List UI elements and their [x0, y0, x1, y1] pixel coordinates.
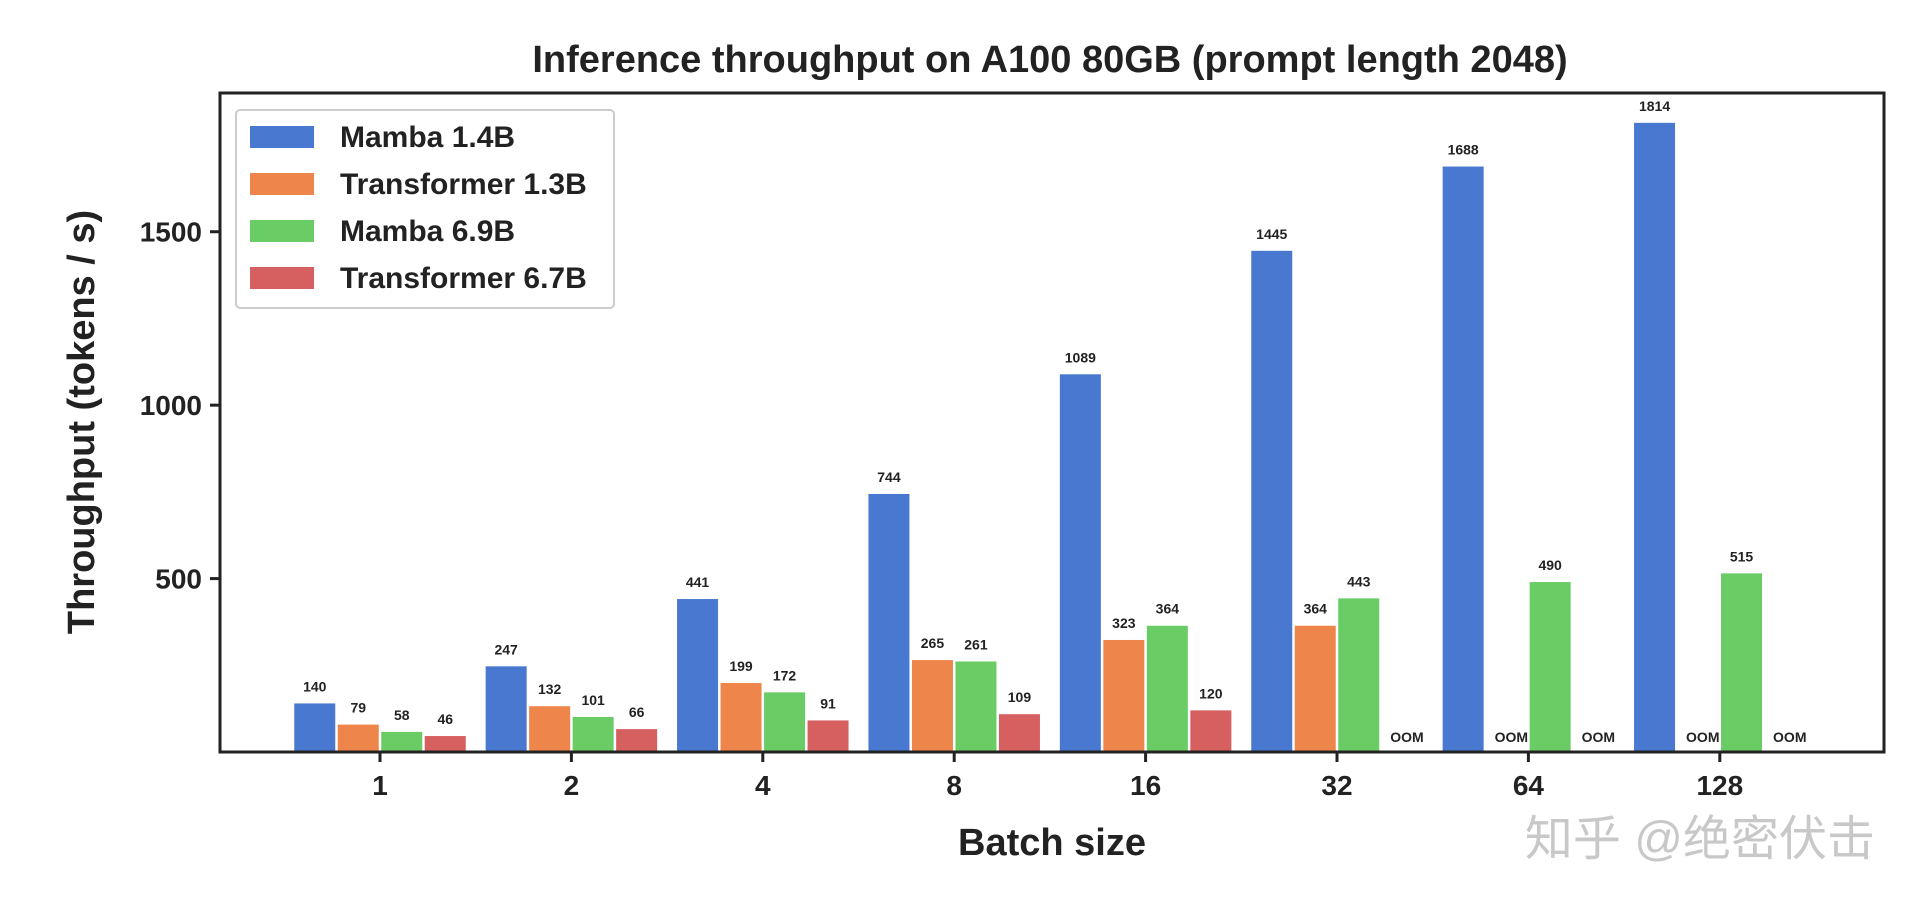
y-tick-label: 500: [155, 564, 202, 595]
legend-swatch: [250, 126, 314, 148]
bar-transformer-6-7b-1: [424, 736, 466, 752]
bar-transformer-1-3b-2: [529, 706, 571, 752]
data-label: 199: [729, 658, 753, 674]
data-label: 140: [303, 678, 327, 694]
bar-mamba-1-4b-8: [868, 493, 910, 752]
data-label: 132: [538, 681, 562, 697]
legend-swatch: [250, 173, 314, 195]
data-label: 1814: [1639, 98, 1670, 114]
data-label: 46: [437, 711, 453, 727]
data-label: 744: [877, 469, 901, 485]
data-label: 443: [1347, 573, 1371, 589]
bar-transformer-6-7b-2: [616, 729, 658, 752]
bar-mamba-1-4b-2: [485, 666, 527, 752]
x-tick-label: 16: [1130, 770, 1161, 801]
data-label: 58: [394, 707, 410, 723]
bar-transformer-1-3b-16: [1103, 639, 1145, 752]
data-label: 441: [686, 574, 710, 590]
bar-mamba-6-9b-4: [764, 692, 806, 752]
bar-mamba-6-9b-16: [1146, 625, 1188, 752]
bar-transformer-1-3b-1: [337, 724, 379, 752]
bar-mamba-1-4b-16: [1059, 374, 1101, 752]
data-label: 1089: [1065, 349, 1096, 365]
bar-transformer-1-3b-32: [1294, 625, 1336, 752]
plot-frame: [218, 91, 1886, 754]
x-tick-label: 2: [564, 770, 580, 801]
bar-transformer-6-7b-8: [998, 714, 1040, 752]
data-label: 323: [1112, 615, 1136, 631]
data-label: 109: [1008, 689, 1032, 705]
data-label: 261: [964, 636, 988, 652]
bar-mamba-1-4b-1: [294, 703, 336, 752]
legend-label: Mamba 6.9B: [340, 215, 515, 248]
legend-box: [235, 109, 615, 309]
bar-transformer-1-3b-8: [911, 660, 953, 752]
bar-mamba-6-9b-1: [381, 731, 423, 752]
bar-mamba-6-9b-64: [1529, 582, 1571, 752]
bar-transformer-6-7b-16: [1190, 710, 1232, 752]
bar-mamba-6-9b-128: [1721, 573, 1763, 752]
bar-mamba-6-9b-8: [955, 661, 997, 752]
oom-label: OOM: [1390, 729, 1423, 745]
bar-transformer-6-7b-4: [807, 720, 849, 752]
x-tick-label: 1: [372, 770, 388, 801]
x-tick-label: 4: [755, 770, 771, 801]
y-tick-label: 1000: [140, 390, 202, 421]
chart-title: Inference throughput on A100 80GB (promp…: [532, 39, 1567, 81]
legend-swatch: [250, 267, 314, 289]
data-label: 515: [1730, 548, 1754, 564]
y-tick-label: 1500: [140, 217, 202, 248]
bar-mamba-6-9b-2: [572, 716, 614, 752]
bar-mamba-1-4b-4: [677, 599, 719, 752]
watermark: 知乎 @绝密伏击: [1525, 813, 1875, 866]
x-tick-label: 8: [946, 770, 962, 801]
x-tick-label: 128: [1696, 770, 1743, 801]
x-axis-label: Batch size: [958, 822, 1146, 864]
data-label: 91: [820, 695, 836, 711]
legend-label: Mamba 1.4B: [340, 121, 515, 154]
oom-label: OOM: [1686, 729, 1719, 745]
plot-area: 500 1000 1500 1 140 79 58 46 2 247 132 101 66 4 441 199…: [140, 98, 1807, 801]
data-label: 79: [350, 700, 366, 716]
data-label: 66: [629, 704, 645, 720]
x-tick-label: 64: [1513, 770, 1545, 801]
data-label: 1688: [1448, 142, 1479, 158]
bar-mamba-6-9b-32: [1338, 598, 1380, 752]
legend-swatch: [250, 220, 314, 242]
legend-label: Transformer 6.7B: [340, 262, 587, 295]
data-label: 1445: [1256, 226, 1287, 242]
data-label: 247: [494, 641, 518, 657]
legend-label: Transformer 1.3B: [340, 168, 587, 201]
data-label: 364: [1156, 601, 1180, 617]
oom-label: OOM: [1582, 729, 1615, 745]
data-label: 101: [581, 692, 605, 708]
bar-transformer-1-3b-4: [720, 682, 762, 752]
data-label: 364: [1304, 601, 1328, 617]
oom-label: OOM: [1495, 729, 1528, 745]
legend: Mamba 1.4B Transformer 1.3B Mamba 6.9B Tran…: [235, 109, 615, 309]
data-label: 172: [773, 667, 797, 683]
data-label: 490: [1538, 557, 1562, 573]
y-axis-label: Throughput (tokens / s): [61, 210, 103, 634]
oom-label: OOM: [1773, 729, 1806, 745]
bar-mamba-1-4b-64: [1442, 166, 1484, 753]
bar-mamba-1-4b-32: [1251, 250, 1293, 752]
x-tick-label: 32: [1321, 770, 1352, 801]
data-label: 265: [921, 635, 945, 651]
bar-mamba-1-4b-128: [1634, 122, 1676, 752]
data-label: 120: [1199, 685, 1223, 701]
